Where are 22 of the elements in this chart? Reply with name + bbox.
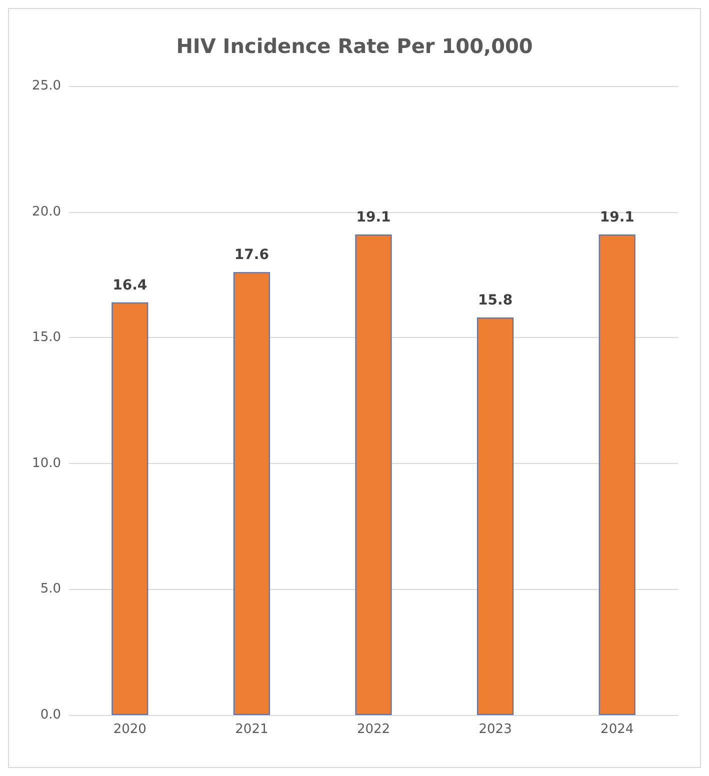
bar — [233, 272, 270, 715]
y-tick-label: 15.0 — [32, 330, 61, 346]
bar — [477, 317, 514, 715]
bar — [355, 234, 392, 715]
x-tick-label: 2022 — [356, 722, 390, 737]
x-tick-label: 2024 — [600, 722, 634, 737]
data-label: 19.1 — [600, 209, 634, 226]
data-label: 17.6 — [234, 247, 269, 264]
chart-title: HIV Incidence Rate Per 100,000 — [176, 34, 533, 58]
y-tick-label: 10.0 — [32, 456, 61, 471]
bar — [112, 302, 148, 715]
data-label: 16.4 — [112, 277, 148, 294]
y-tick-label: 20.0 — [32, 204, 61, 220]
data-label: 19.1 — [356, 209, 391, 226]
x-tick-label: 2023 — [478, 722, 512, 737]
bar — [598, 234, 636, 715]
y-tick-label: 0.0 — [40, 708, 61, 722]
y-tick-label: 5.0 — [40, 582, 61, 597]
data-label: 15.8 — [478, 292, 513, 308]
x-tick-label: 2021 — [235, 722, 268, 737]
x-tick-label: 2020 — [113, 722, 146, 737]
y-tick-label: 25.0 — [32, 78, 61, 94]
